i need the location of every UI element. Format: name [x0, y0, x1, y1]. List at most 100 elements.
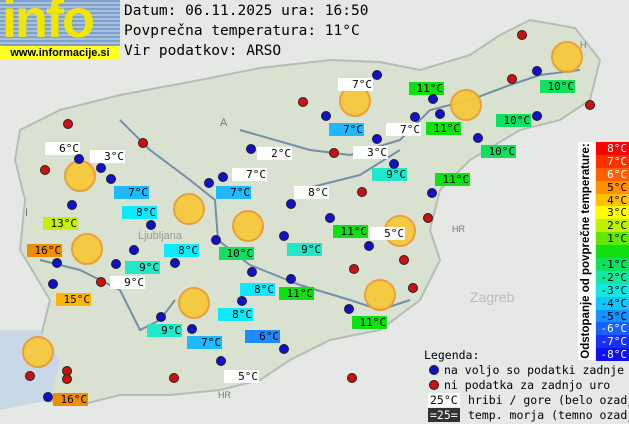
- station-dot-red[interactable]: [349, 264, 359, 274]
- station-temperature[interactable]: 10°C: [219, 247, 254, 260]
- station-temperature[interactable]: 3°C: [90, 150, 125, 163]
- blue-dot-icon: [429, 365, 439, 375]
- label-austria: A: [220, 117, 228, 129]
- station-temperature[interactable]: 15°C: [56, 293, 91, 306]
- station-dot-blue[interactable]: [111, 259, 121, 269]
- station-dot-red[interactable]: [96, 277, 106, 287]
- station-temperature[interactable]: 11°C: [426, 122, 461, 135]
- station-temperature[interactable]: 7°C: [338, 78, 373, 91]
- station-temperature[interactable]: 11°C: [333, 225, 368, 238]
- station-dot-blue[interactable]: [286, 274, 296, 284]
- station-temperature[interactable]: 7°C: [232, 168, 267, 181]
- station-dot-blue[interactable]: [427, 188, 437, 198]
- station-dot-blue[interactable]: [279, 231, 289, 241]
- station-dot-blue[interactable]: [435, 109, 445, 119]
- station-temperature[interactable]: 11°C: [279, 287, 314, 300]
- station-dot-red[interactable]: [507, 74, 517, 84]
- station-temperature[interactable]: 7°C: [329, 123, 364, 136]
- station-temperature[interactable]: 11°C: [409, 82, 444, 95]
- station-dot-red[interactable]: [62, 374, 72, 384]
- station-dot-blue[interactable]: [106, 174, 116, 184]
- station-temperature[interactable]: 5°C: [224, 370, 259, 383]
- station-temperature[interactable]: 10°C: [496, 114, 531, 127]
- station-dot-red[interactable]: [423, 213, 433, 223]
- station-dot-blue[interactable]: [216, 356, 226, 366]
- station-temperature[interactable]: 6°C: [45, 142, 80, 155]
- station-temperature[interactable]: 9°C: [147, 324, 182, 337]
- station-temperature[interactable]: 2°C: [257, 147, 292, 160]
- station-temperature[interactable]: 10°C: [540, 80, 575, 93]
- station-dot-red[interactable]: [399, 255, 409, 265]
- station-temperature[interactable]: 11°C: [352, 316, 387, 329]
- station-temperature[interactable]: 9°C: [110, 276, 145, 289]
- station-dot-red[interactable]: [585, 100, 595, 110]
- station-temperature[interactable]: 7°C: [216, 186, 251, 199]
- station-temperature[interactable]: 13°C: [43, 217, 78, 230]
- station-temperature[interactable]: 9°C: [287, 243, 322, 256]
- station-dot-blue[interactable]: [170, 258, 180, 268]
- station-temperature[interactable]: 8°C: [294, 186, 329, 199]
- scale-row: 5°C: [596, 180, 629, 194]
- station-dot-blue[interactable]: [364, 241, 374, 251]
- station-dot-blue[interactable]: [473, 133, 483, 143]
- station-dot-blue[interactable]: [237, 296, 247, 306]
- station-temperature[interactable]: 8°C: [164, 244, 199, 257]
- station-dot-blue[interactable]: [52, 258, 62, 268]
- station-temperature[interactable]: 9°C: [125, 261, 160, 274]
- station-dot-red[interactable]: [169, 373, 179, 383]
- station-dot-blue[interactable]: [246, 144, 256, 154]
- station-dot-red[interactable]: [40, 165, 50, 175]
- station-dot-blue[interactable]: [218, 172, 228, 182]
- station-temperature[interactable]: 8°C: [240, 283, 275, 296]
- station-temperature[interactable]: 16°C: [53, 393, 88, 406]
- station-dot-blue[interactable]: [389, 159, 399, 169]
- station-temperature[interactable]: 7°C: [386, 123, 421, 136]
- station-dot-red[interactable]: [347, 373, 357, 383]
- station-dot-red[interactable]: [329, 148, 339, 158]
- station-dot-blue[interactable]: [247, 267, 257, 277]
- station-temperature[interactable]: 11°C: [435, 173, 470, 186]
- station-dot-blue[interactable]: [410, 112, 420, 122]
- station-dot-blue[interactable]: [67, 200, 77, 210]
- station-dot-blue[interactable]: [344, 304, 354, 314]
- station-temperature[interactable]: 9°C: [372, 168, 407, 181]
- station-dot-blue[interactable]: [129, 245, 139, 255]
- station-dot-blue[interactable]: [325, 213, 335, 223]
- station-dot-blue[interactable]: [279, 344, 289, 354]
- station-dot-red[interactable]: [138, 138, 148, 148]
- station-dot-blue[interactable]: [321, 111, 331, 121]
- station-dot-blue[interactable]: [204, 178, 214, 188]
- logo-url[interactable]: www.informacije.si: [0, 46, 120, 60]
- station-dot-blue[interactable]: [286, 199, 296, 209]
- station-temperature[interactable]: 5°C: [370, 227, 405, 240]
- station-dot-red[interactable]: [408, 283, 418, 293]
- station-temperature[interactable]: 8°C: [122, 206, 157, 219]
- station-temperature[interactable]: 10°C: [481, 145, 516, 158]
- station-dot-blue[interactable]: [372, 134, 382, 144]
- station-dot-blue[interactable]: [428, 94, 438, 104]
- station-dot-blue[interactable]: [43, 392, 53, 402]
- scale-row: -2°C: [596, 270, 629, 284]
- logo[interactable]: info www.informacije.si: [0, 0, 120, 60]
- station-dot-red[interactable]: [357, 187, 367, 197]
- station-dot-blue[interactable]: [372, 70, 382, 80]
- station-dot-red[interactable]: [298, 97, 308, 107]
- station-temperature[interactable]: 7°C: [187, 336, 222, 349]
- station-temperature[interactable]: 16°C: [27, 244, 62, 257]
- station-dot-blue[interactable]: [74, 154, 84, 164]
- station-dot-blue[interactable]: [96, 163, 106, 173]
- station-temperature[interactable]: 8°C: [218, 308, 253, 321]
- station-dot-blue[interactable]: [211, 235, 221, 245]
- station-dot-red[interactable]: [25, 371, 35, 381]
- station-dot-blue[interactable]: [48, 279, 58, 289]
- station-temperature[interactable]: 6°C: [245, 330, 280, 343]
- station-dot-red[interactable]: [517, 30, 527, 40]
- station-dot-blue[interactable]: [156, 312, 166, 322]
- station-dot-blue[interactable]: [532, 111, 542, 121]
- station-dot-red[interactable]: [63, 119, 73, 129]
- station-temperature[interactable]: 7°C: [114, 186, 149, 199]
- station-temperature[interactable]: 3°C: [353, 146, 388, 159]
- station-dot-blue[interactable]: [187, 324, 197, 334]
- station-dot-blue[interactable]: [146, 220, 156, 230]
- station-dot-blue[interactable]: [532, 66, 542, 76]
